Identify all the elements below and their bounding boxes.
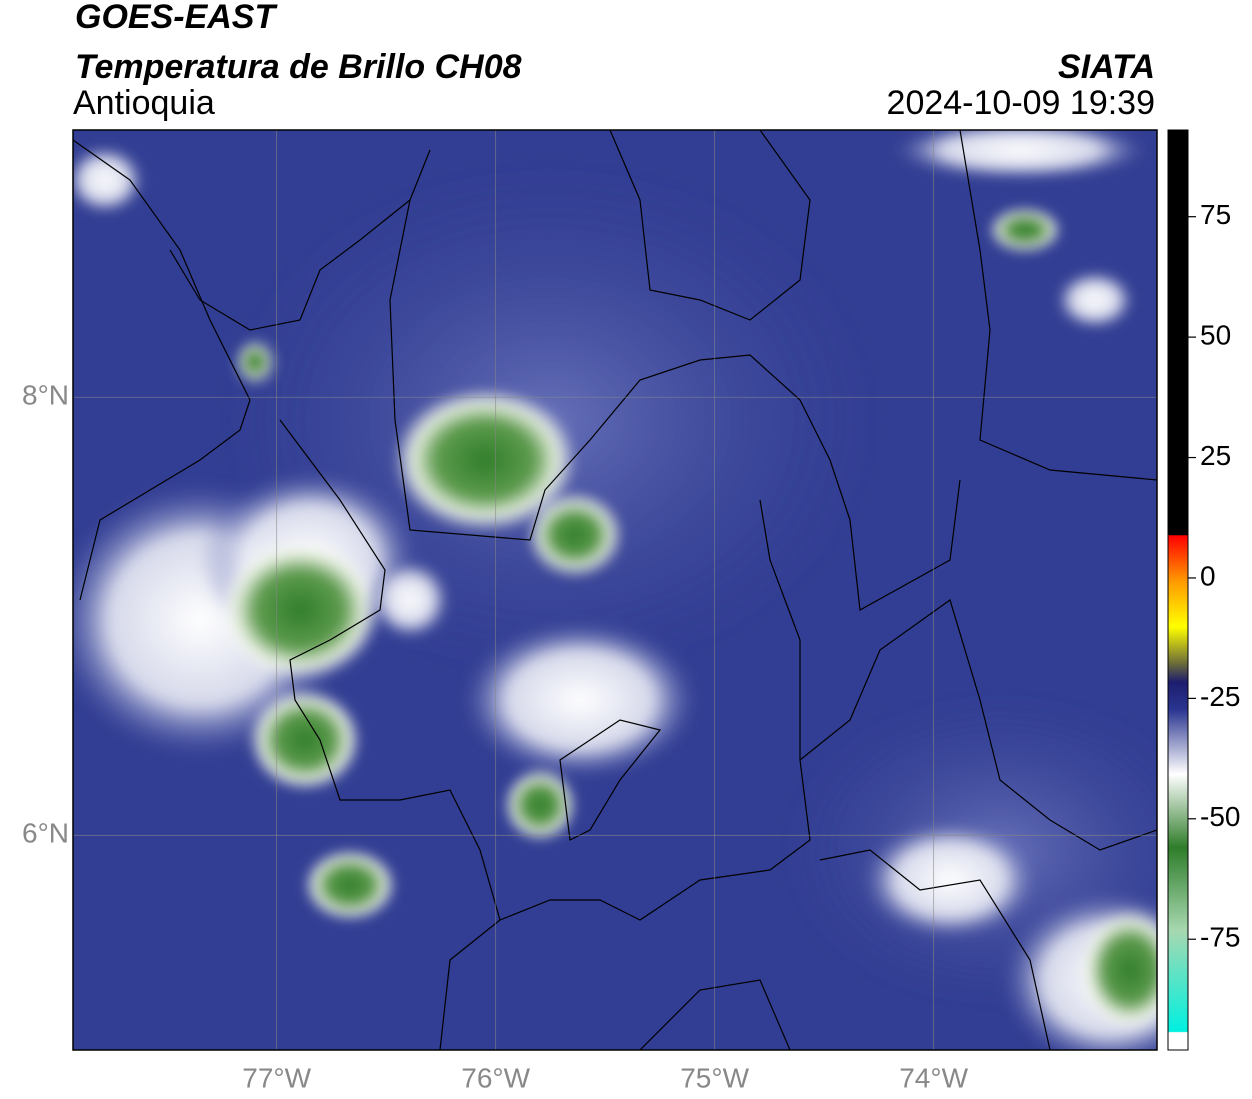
colorbar-tick-label: -75 xyxy=(1200,922,1240,953)
colorbar-tick-label: 75 xyxy=(1200,199,1231,230)
colorbar xyxy=(1167,129,1189,1051)
colorbar-tick-label: 25 xyxy=(1200,440,1231,471)
lon-tick-label: 75°W xyxy=(680,1062,749,1093)
map-frame xyxy=(72,129,1158,1051)
subtitle: Temperatura de Brillo CH08 xyxy=(75,48,522,86)
colorbar-tick-label: 50 xyxy=(1200,320,1231,351)
graticule xyxy=(73,130,1157,1050)
lon-tick-label: 76°W xyxy=(461,1062,530,1093)
map-imagery xyxy=(73,130,1157,1050)
colorbar-tick-label: -25 xyxy=(1200,681,1240,712)
lat-tick-label: 8°N xyxy=(22,380,69,411)
datetime: 2024-10-09 19:39 xyxy=(887,84,1155,122)
lon-tick-label: 77°W xyxy=(242,1062,311,1093)
colorbar-tick-label: -50 xyxy=(1200,801,1240,832)
colorbar-tick-label: 0 xyxy=(1200,560,1216,591)
lon-tick-label: 74°W xyxy=(899,1062,968,1093)
lat-tick-label: 6°N xyxy=(22,818,69,849)
source: SIATA xyxy=(1058,48,1155,86)
region: Antioquia xyxy=(73,84,215,122)
title: GOES-EAST xyxy=(75,0,278,36)
